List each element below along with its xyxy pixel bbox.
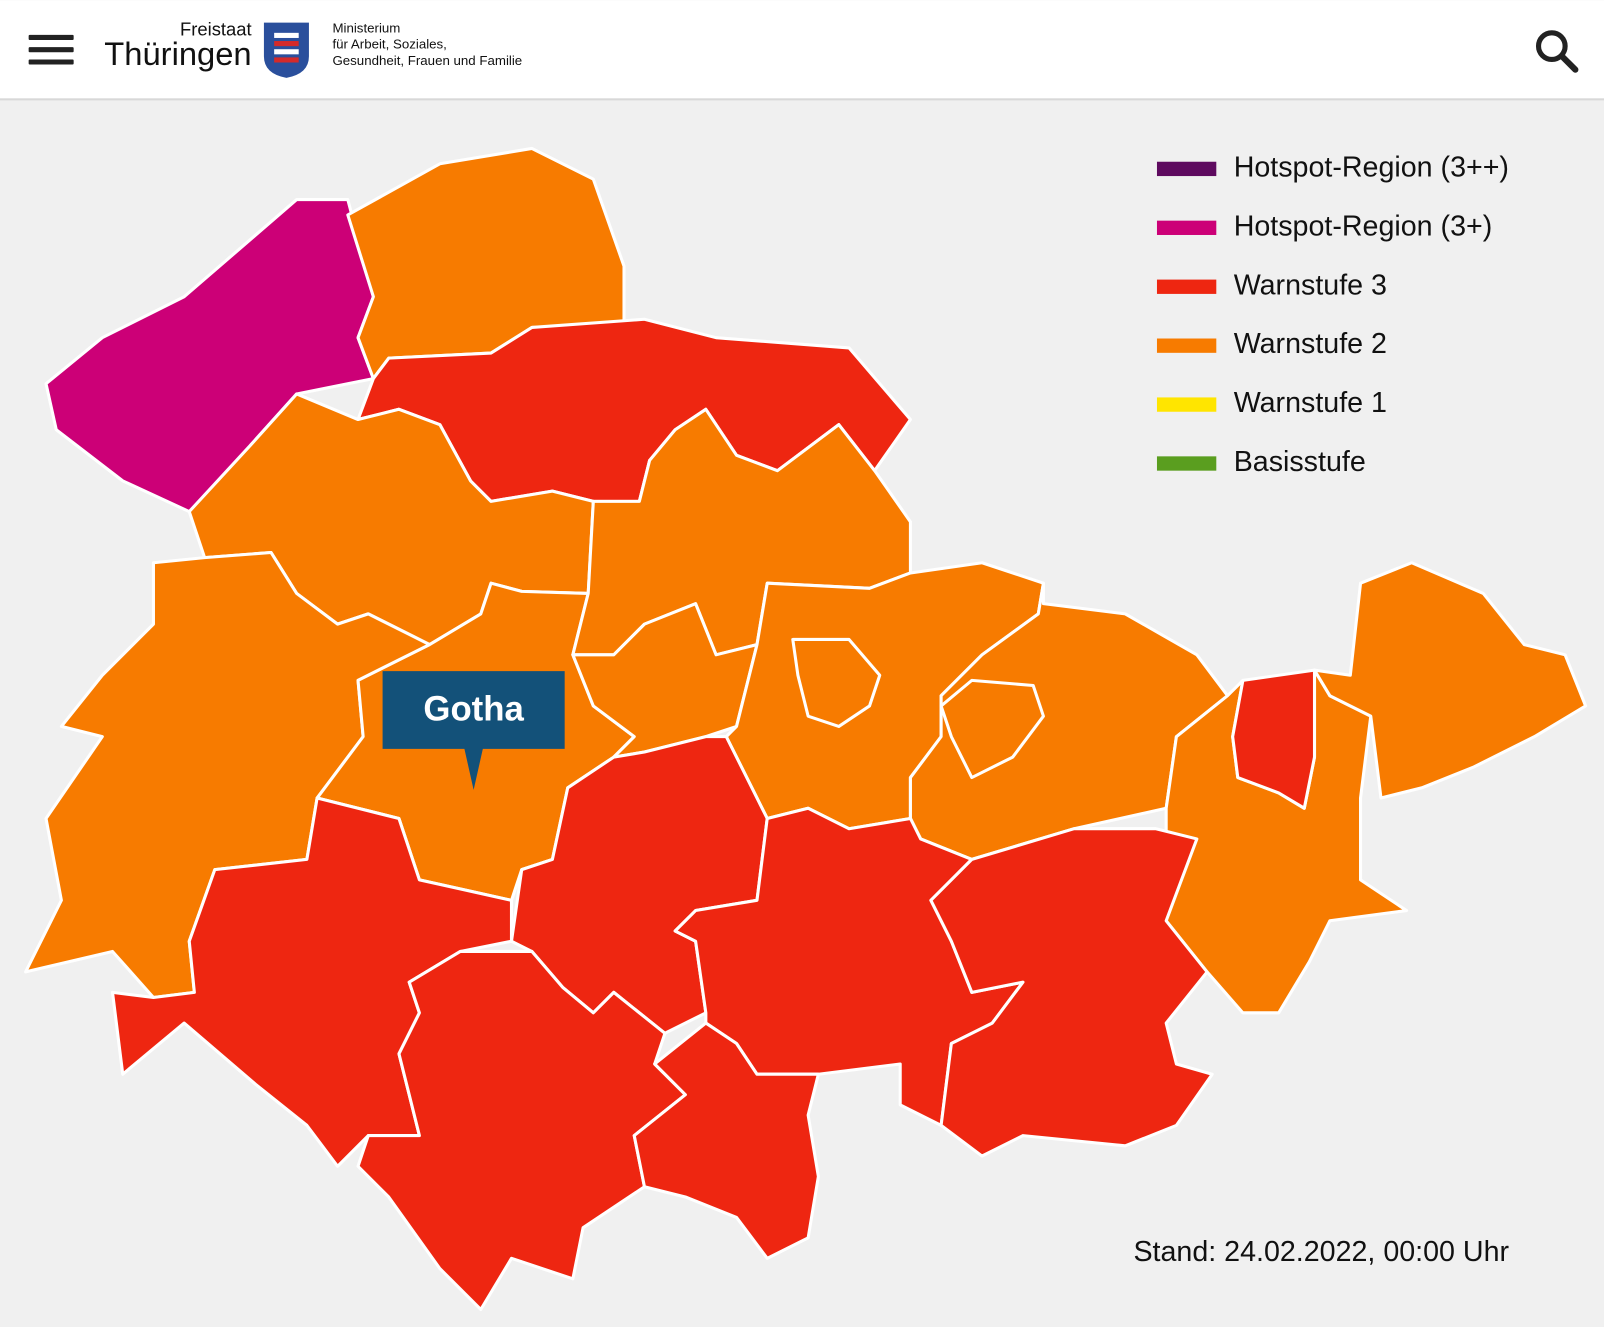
legend-label: Warnstufe 3	[1234, 269, 1387, 301]
map	[24, 146, 1588, 1312]
legend-label: Hotspot-Region (3+)	[1234, 210, 1493, 242]
legend-swatch	[1156, 456, 1217, 471]
district[interactable]	[1312, 561, 1588, 800]
search-lens	[1535, 30, 1568, 63]
logo[interactable]: Freistaat Thüringen Ministerium für Arbe…	[104, 19, 522, 78]
coat-stripe	[274, 57, 299, 63]
search-button[interactable]	[1535, 30, 1579, 73]
ministry-line: Ministerium	[332, 20, 400, 35]
coat-stripe	[274, 32, 299, 38]
legend: Hotspot-Region (3++) Hotspot-Region (3+) W…	[1156, 151, 1509, 478]
menu-line	[28, 47, 74, 53]
legend-label: Hotspot-Region (3++)	[1234, 151, 1509, 183]
district[interactable]	[791, 637, 882, 728]
legend-swatch	[1156, 338, 1217, 353]
coat-stripe	[274, 49, 299, 55]
brand-large: Thüringen	[104, 35, 251, 72]
legend-label: Warnstufe 2	[1234, 328, 1387, 360]
legend-swatch	[1156, 397, 1217, 412]
district[interactable]	[939, 678, 1045, 780]
ministry-line: für Arbeit, Soziales,	[332, 37, 446, 52]
ministry-line: Gesundheit, Frauen und Familie	[332, 53, 522, 68]
legend-swatch	[1156, 161, 1217, 177]
brand-small: Freistaat	[180, 19, 252, 40]
district[interactable]	[632, 1021, 820, 1260]
legend-label: Basisstufe	[1234, 446, 1366, 478]
tooltip-box	[382, 671, 565, 790]
district[interactable]	[1231, 668, 1317, 810]
legend-swatch	[1156, 279, 1217, 294]
menu-button[interactable]	[28, 34, 74, 65]
search-handle	[1558, 53, 1579, 73]
stand-date: Stand: 24.02.2022, 00:00 Uhr	[1133, 1236, 1509, 1268]
header: Freistaat Thüringen Ministerium für Arbe…	[0, 0, 1604, 101]
coat-stripe	[274, 41, 299, 47]
tooltip: Gotha	[382, 671, 565, 790]
tooltip-label: Gotha	[423, 690, 524, 728]
district[interactable]	[929, 827, 1214, 1158]
menu-line	[28, 34, 74, 41]
legend-swatch	[1156, 220, 1217, 235]
legend-label: Warnstufe 1	[1234, 387, 1387, 419]
menu-line	[28, 59, 74, 65]
